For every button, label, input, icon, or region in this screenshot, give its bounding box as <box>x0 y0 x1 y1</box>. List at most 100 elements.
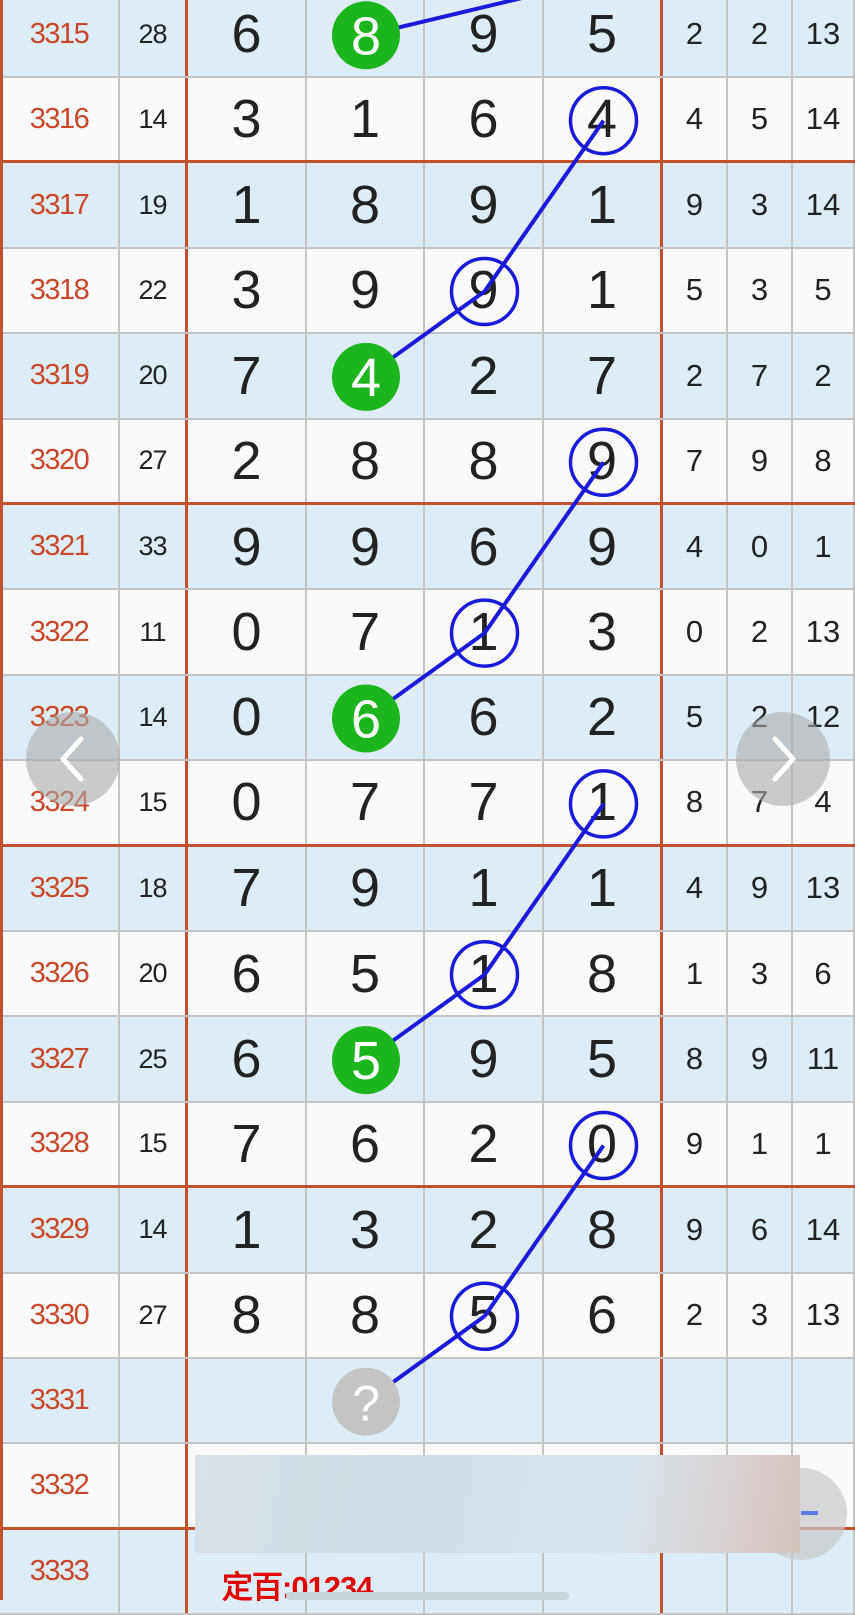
next-page-button[interactable] <box>736 712 830 806</box>
digit-cell: 8 <box>425 419 544 502</box>
sum-cell <box>120 1359 188 1443</box>
stat-cell: 9 <box>663 1188 728 1272</box>
stat-cell: 3 <box>728 163 793 247</box>
period-cell: 3319 <box>0 334 120 418</box>
digit-cell: 8 <box>544 1188 663 1272</box>
stat-cell: 1 <box>663 932 728 1016</box>
stat-cell: 14 <box>793 163 855 247</box>
digit-cell: 3 <box>307 1188 425 1272</box>
sum-cell: 15 <box>120 761 188 844</box>
stat-cell: 6 <box>793 932 855 1016</box>
period-cell: 3315 <box>0 0 120 76</box>
digit-cell: 6 <box>544 1273 663 1357</box>
prev-page-button[interactable] <box>26 712 120 806</box>
stat-cell: 9 <box>728 846 793 930</box>
period-cell: 3332 <box>0 1444 120 1527</box>
highlight-circle <box>568 769 639 839</box>
green-ball-digit: 5 <box>351 1031 381 1091</box>
digit-cell <box>188 1359 307 1443</box>
table-row: 3317 19 1 8 9 1 9 3 14 <box>0 163 855 249</box>
highlight-circle <box>449 1281 520 1352</box>
digit-cell: 7 <box>544 334 663 418</box>
period-cell: 3320 <box>0 419 120 502</box>
stat-cell: 8 <box>793 419 855 502</box>
trend-line <box>482 1144 606 1318</box>
period-cell: 3327 <box>0 1017 120 1101</box>
stat-cell: 14 <box>793 1188 855 1272</box>
stat-cell: 0 <box>663 590 728 674</box>
stat-cell: 1 <box>728 1102 793 1186</box>
highlight-circle <box>568 85 639 156</box>
table-row: 3329 14 1 3 2 8 9 6 14 <box>0 1188 855 1274</box>
stat-cell: 9 <box>663 1102 728 1186</box>
trend-line <box>482 461 606 635</box>
digit-cell: 9 <box>307 505 425 589</box>
digit-cell: 3 <box>188 78 307 161</box>
stat-cell <box>728 1359 793 1443</box>
stat-cell: 14 <box>793 78 855 161</box>
digit-cell: 7 <box>307 590 425 674</box>
digit-cell: 4 <box>544 78 663 161</box>
stat-cell: 2 <box>663 1273 728 1357</box>
digit-cell: 9 <box>307 248 425 333</box>
stat-cell: 5 <box>728 78 793 161</box>
stat-cell: 5 <box>663 675 728 760</box>
pending-ball <box>332 1367 400 1436</box>
highlight-circle <box>449 939 520 1010</box>
stat-cell: 9 <box>728 1017 793 1101</box>
highlight-circle <box>568 1110 639 1181</box>
stat-cell: 2 <box>663 0 728 76</box>
stat-cell: 7 <box>728 334 793 418</box>
stat-cell <box>728 1529 793 1614</box>
digit-cell: 6 <box>188 0 307 76</box>
highlight-circle <box>568 427 639 498</box>
digit-cell: 9 <box>425 0 544 76</box>
stat-cell: 0 <box>728 505 793 589</box>
digit-cell: 8 <box>307 1273 425 1357</box>
chevron-left-icon <box>60 736 84 782</box>
digit-cell <box>425 1359 544 1443</box>
period-cell: 3330 <box>0 1273 120 1357</box>
sum-cell: 15 <box>120 1102 188 1186</box>
ad-banner[interactable] <box>195 1455 800 1553</box>
period-cell: 3318 <box>0 248 120 333</box>
stat-cell <box>663 1529 728 1614</box>
digit-cell: 2 <box>425 334 544 418</box>
stat-cell: 13 <box>793 1273 855 1357</box>
stat-cell: 5 <box>663 248 728 333</box>
table-row: 3327 25 6 9 5 8 9 11 <box>0 1017 855 1103</box>
highlight-circle <box>449 598 520 668</box>
period-cell: 3321 <box>0 505 120 589</box>
digit-cell: 9 <box>425 1017 544 1101</box>
digit-cell <box>188 1529 307 1614</box>
stat-cell: 3 <box>728 932 793 1016</box>
green-ball <box>332 1 400 70</box>
green-ball-digit: 6 <box>351 690 381 750</box>
digit-cell: 2 <box>188 419 307 502</box>
sum-cell <box>120 1444 188 1527</box>
sum-cell: 19 <box>120 163 188 247</box>
stat-cell: 7 <box>663 419 728 502</box>
stat-cell: 13 <box>793 0 855 76</box>
digit-cell: 7 <box>307 761 425 844</box>
sum-cell: 11 <box>120 590 188 674</box>
table-row: 3318223991535 <box>0 248 855 335</box>
table-row: 3325 18 7 9 1 1 4 9 13 <box>0 846 855 932</box>
table-left-border <box>0 0 3 1600</box>
digit-cell: 8 <box>544 932 663 1016</box>
digit-cell: 8 <box>307 163 425 247</box>
table-row: 3320 27 2 8 8 9 7 9 8 <box>0 419 855 505</box>
digit-cell: 7 <box>188 334 307 418</box>
sum-cell: 28 <box>120 0 188 76</box>
sum-cell: 27 <box>120 419 188 502</box>
stat-cell: 2 <box>728 0 793 76</box>
stat-cell: 8 <box>663 761 728 844</box>
digit-cell: 0 <box>188 590 307 674</box>
horizontal-scrollbar[interactable] <box>286 1592 569 1600</box>
trend-line <box>482 119 606 293</box>
digit-cell <box>425 1529 544 1614</box>
period-cell: 3317 <box>0 163 120 247</box>
chevron-right-icon <box>772 736 796 782</box>
digit-cell: 0 <box>188 675 307 760</box>
green-ball <box>332 342 400 411</box>
